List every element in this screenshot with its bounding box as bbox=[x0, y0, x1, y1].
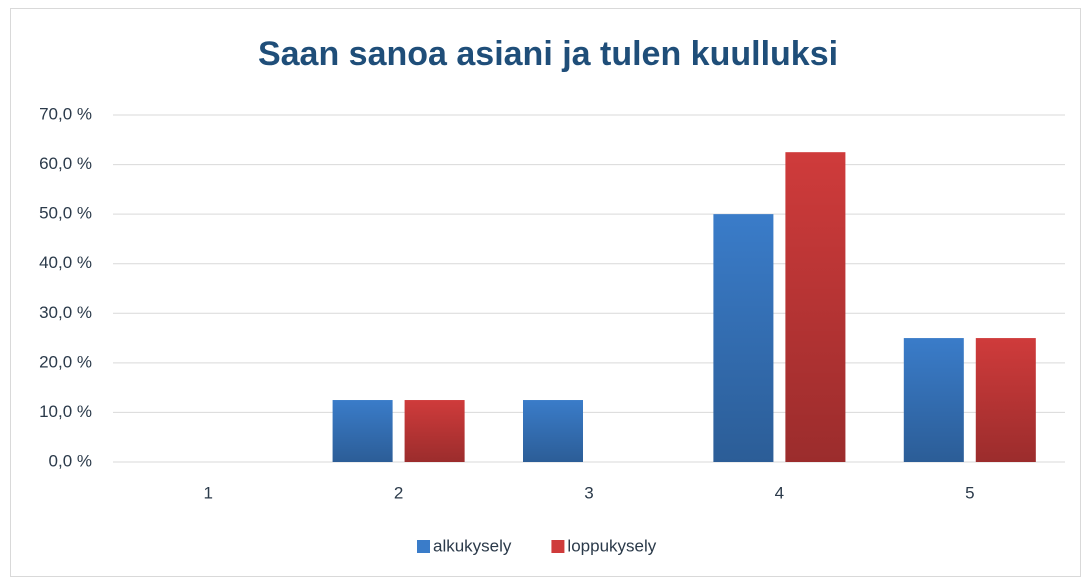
legend-label: alkukysely bbox=[433, 536, 512, 555]
x-tick-label: 5 bbox=[965, 483, 974, 502]
x-tick-label: 3 bbox=[584, 483, 593, 502]
y-tick-label: 50,0 % bbox=[39, 204, 92, 223]
x-tick-label: 1 bbox=[203, 483, 212, 502]
legend-label: loppukysely bbox=[567, 536, 656, 555]
chart-title: Saan sanoa asiani ja tulen kuulluksi bbox=[258, 35, 838, 73]
legend-swatch bbox=[551, 540, 565, 553]
bar-shade bbox=[713, 214, 774, 462]
chart-border bbox=[10, 8, 1081, 577]
y-tick-label: 40,0 % bbox=[39, 253, 92, 272]
x-tick-label: 4 bbox=[775, 483, 784, 502]
bar-shade bbox=[404, 400, 465, 462]
legend-swatch bbox=[417, 540, 430, 553]
y-tick-label: 30,0 % bbox=[39, 303, 92, 322]
bar-shade bbox=[785, 152, 846, 462]
bar-shade bbox=[975, 338, 1036, 462]
x-tick-label: 2 bbox=[394, 483, 403, 502]
bar-shade bbox=[903, 338, 964, 462]
bar-shade bbox=[523, 400, 583, 462]
y-tick-label: 0,0 % bbox=[49, 451, 92, 470]
y-tick-label: 70,0 % bbox=[39, 104, 92, 123]
y-tick-label: 10,0 % bbox=[39, 402, 92, 421]
bar-shade bbox=[332, 400, 393, 462]
y-tick-label: 20,0 % bbox=[39, 352, 92, 371]
y-tick-label: 60,0 % bbox=[39, 154, 92, 173]
